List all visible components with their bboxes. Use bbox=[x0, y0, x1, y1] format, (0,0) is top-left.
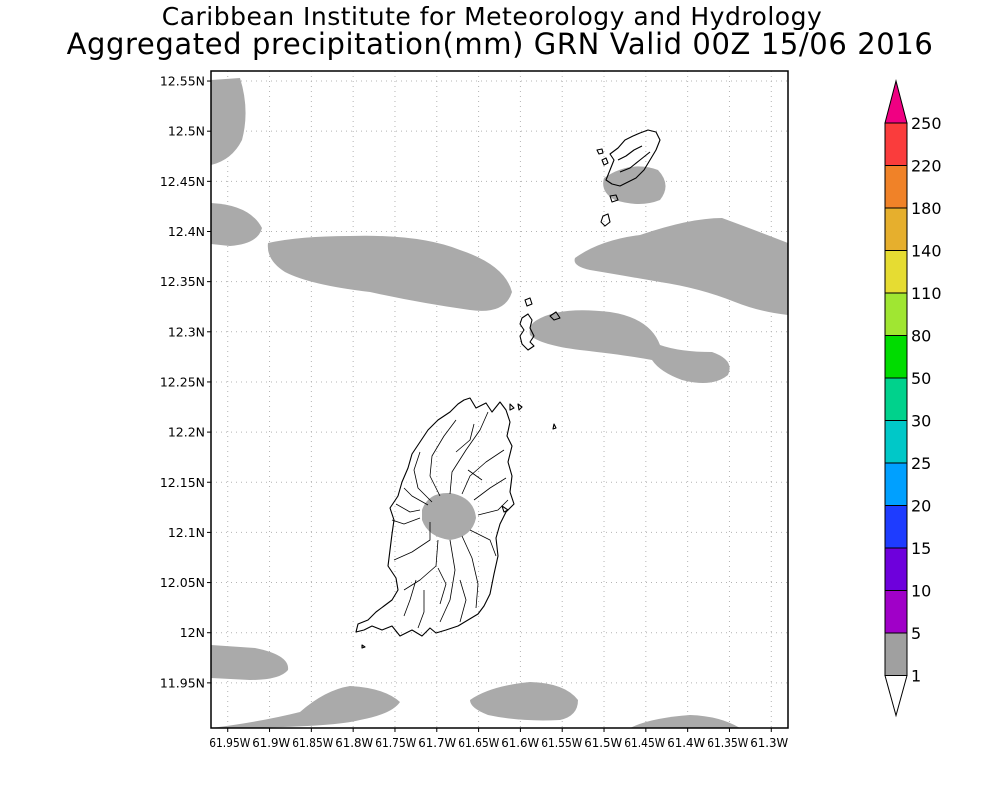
lon-tick-label: 61.85W bbox=[292, 735, 333, 750]
colorbar-level-label: 50 bbox=[911, 369, 931, 388]
lat-tick-label: 12.2N bbox=[168, 425, 205, 440]
colorbar-level-label: 180 bbox=[911, 199, 942, 218]
precipitation-areas bbox=[211, 78, 788, 728]
grenada-island-outline bbox=[355, 397, 515, 637]
colorbar-top-triangle bbox=[884, 79, 908, 124]
latitude-axis: 12.55N 12.5N 12.45N 12.4N 12.35N 12.3N 12.25N 1… bbox=[160, 74, 211, 690]
carriacou-outline bbox=[605, 129, 661, 187]
longitude-axis: 61.95W 61.9W 61.85W 61.8W 61.75W 61.7W 61.65W 6… bbox=[209, 728, 788, 750]
colorbar-level-label: 80 bbox=[911, 327, 931, 346]
colorbar-swatch bbox=[884, 122, 908, 166]
colorbar-level-label: 5 bbox=[911, 624, 921, 643]
colorbar-swatch bbox=[884, 207, 908, 251]
lat-tick-label: 12.45N bbox=[160, 174, 205, 189]
precip-area-grenada-center bbox=[422, 492, 476, 540]
ronde-island-outline bbox=[519, 297, 561, 351]
lon-tick-label: 61.6W bbox=[501, 735, 539, 750]
grenada-offshore-islets bbox=[361, 403, 557, 649]
lat-tick-label: 11.95N bbox=[160, 675, 205, 690]
colorbar-swatch bbox=[884, 420, 908, 464]
precip-area-south-central bbox=[470, 682, 578, 721]
colorbar-swatch bbox=[884, 505, 908, 549]
lat-tick-label: 12.25N bbox=[160, 374, 205, 389]
lon-tick-label: 61.3W bbox=[750, 735, 788, 750]
colorbar-level-label: 220 bbox=[911, 157, 942, 176]
lon-tick-label: 61.7W bbox=[418, 735, 456, 750]
colorbar-swatch bbox=[884, 377, 908, 421]
colorbar-swatch bbox=[884, 632, 908, 676]
lat-tick-label: 12.1N bbox=[168, 525, 205, 540]
lon-tick-label: 61.55W bbox=[541, 735, 582, 750]
precip-area-union-tail bbox=[529, 310, 730, 384]
map-grid bbox=[211, 71, 788, 728]
lon-tick-label: 61.9W bbox=[252, 735, 290, 750]
lon-tick-label: 61.5W bbox=[584, 735, 622, 750]
colorbar-swatch bbox=[884, 292, 908, 336]
colorbar-swatch bbox=[884, 335, 908, 379]
coastlines bbox=[355, 129, 661, 649]
lat-tick-label: 12.3N bbox=[168, 324, 205, 339]
precip-area-nw-edge bbox=[211, 78, 246, 165]
precip-area-w-edge bbox=[211, 203, 262, 246]
colorbar-swatch bbox=[884, 462, 908, 506]
lat-tick-label: 12.35N bbox=[160, 274, 205, 289]
grenada-parish-lines bbox=[391, 411, 509, 629]
lon-tick-label: 61.45W bbox=[624, 735, 665, 750]
title-product: Aggregated precipitation(mm) GRN Valid 0… bbox=[66, 27, 934, 61]
lon-tick-label: 61.75W bbox=[375, 735, 416, 750]
precip-area-south-west bbox=[211, 686, 400, 728]
lon-tick-label: 61.4W bbox=[667, 735, 705, 750]
colorbar-swatch bbox=[884, 547, 908, 591]
colorbar-swatch bbox=[884, 590, 908, 634]
lat-tick-label: 12.5N bbox=[168, 124, 205, 139]
lat-tick-label: 12N bbox=[180, 625, 205, 640]
precip-area-sw-edge bbox=[211, 645, 289, 680]
lon-tick-label: 61.35W bbox=[707, 735, 748, 750]
colorbar-swatch bbox=[884, 250, 908, 294]
colorbar-level-label: 20 bbox=[911, 497, 931, 516]
precip-area-carriacou bbox=[603, 166, 666, 204]
lon-tick-label: 61.8W bbox=[335, 735, 373, 750]
colorbar-legend: 250 220 180 140 110 80 50 30 25 20 15 10 5 1 bbox=[884, 79, 942, 718]
lat-tick-label: 12.05N bbox=[160, 575, 205, 590]
precip-area-south-east bbox=[630, 715, 740, 728]
precip-area-east-band bbox=[574, 218, 788, 315]
precip-area-central-band bbox=[267, 235, 512, 311]
lon-tick-label: 61.65W bbox=[458, 735, 499, 750]
colorbar-swatch bbox=[884, 165, 908, 209]
title-organization: Caribbean Institute for Meteorology and … bbox=[161, 2, 823, 31]
colorbar-level-label: 15 bbox=[911, 539, 931, 558]
petite-martinique-outline bbox=[596, 148, 619, 227]
lat-tick-label: 12.15N bbox=[160, 475, 205, 490]
colorbar-level-label: 10 bbox=[911, 582, 931, 601]
colorbar-level-label: 25 bbox=[911, 454, 931, 473]
colorbar-level-label: 110 bbox=[911, 284, 942, 303]
colorbar-bottom-triangle bbox=[884, 675, 908, 718]
lat-tick-label: 12.4N bbox=[168, 224, 205, 239]
lat-tick-label: 12.55N bbox=[160, 74, 205, 89]
plot-frame bbox=[210, 70, 789, 729]
colorbar-level-label: 1 bbox=[911, 667, 921, 686]
colorbar-level-label: 250 bbox=[911, 114, 942, 133]
lon-tick-label: 61.95W bbox=[209, 735, 250, 750]
colorbar-level-label: 30 bbox=[911, 412, 931, 431]
colorbar-level-label: 140 bbox=[911, 242, 942, 261]
